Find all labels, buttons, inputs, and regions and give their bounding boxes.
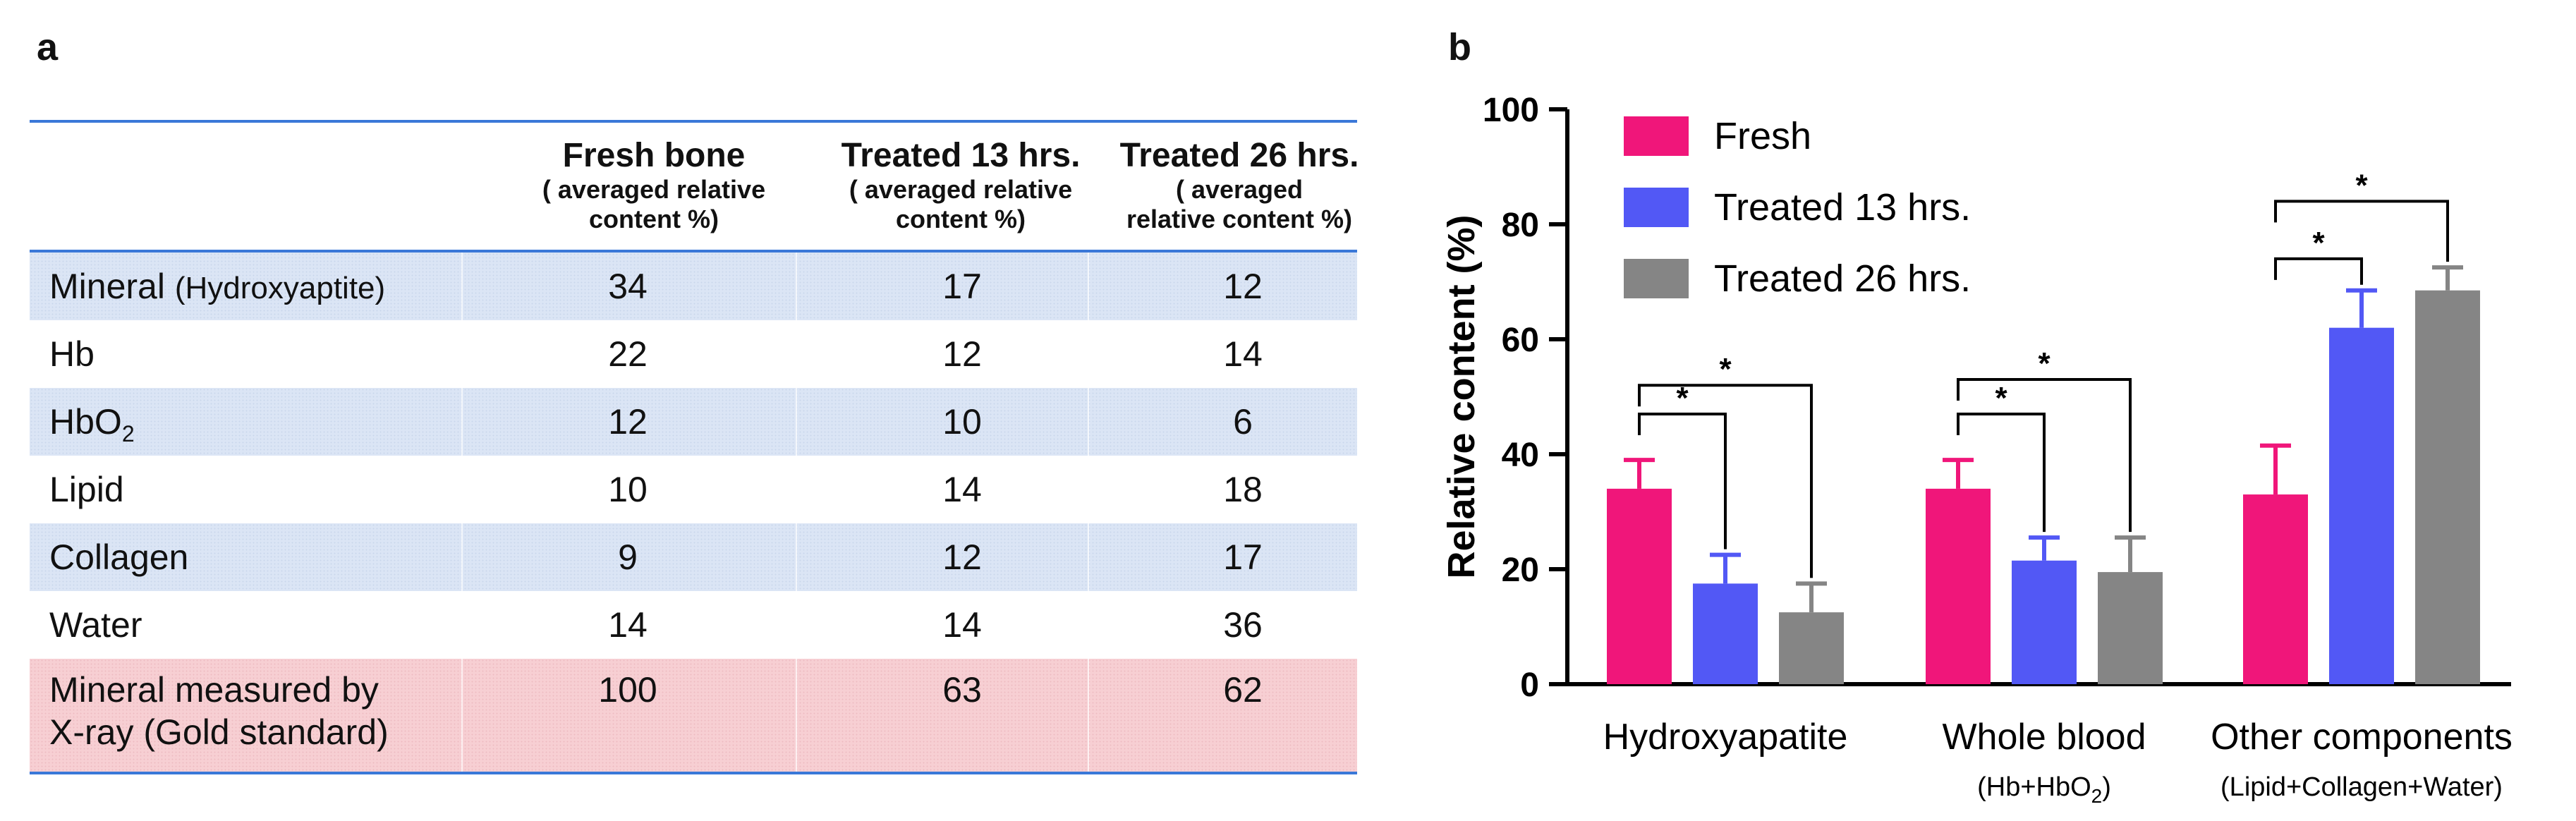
- cell-value: 63: [942, 670, 982, 710]
- bar-fresh: [2243, 494, 2308, 684]
- row-label: Lipid: [49, 470, 124, 509]
- bar-treated-26-hrs-: [1779, 612, 1844, 684]
- table-row: Collagen 9 12 17: [30, 523, 1357, 591]
- table-top-rule: [30, 120, 1357, 123]
- significance-star: *: [1995, 381, 2007, 415]
- cell-value: 12: [942, 537, 982, 577]
- significance-bracket: [2274, 200, 2449, 262]
- table-row: HbO2 12 10 6: [30, 388, 1357, 456]
- cell-value: 62: [1223, 670, 1263, 710]
- panel-label-a: a: [37, 26, 59, 68]
- table-row: Lipid 10 14 18: [30, 456, 1357, 523]
- significance-bracket: [2274, 257, 2363, 285]
- row-label: Water: [49, 605, 142, 645]
- cell-value: 18: [1223, 470, 1263, 509]
- table-bottom-rule: [30, 772, 1357, 774]
- bar-treated-13-hrs-: [2012, 560, 2077, 684]
- cell-value: 22: [608, 334, 648, 374]
- significance-bracket: [1638, 412, 1727, 549]
- bar-treated-26-hrs-: [2098, 572, 2163, 684]
- table-row: Mineral (Hydroxyaptite) 34 17 12: [30, 253, 1357, 320]
- cell-value: 14: [942, 470, 982, 509]
- cell-value: 17: [942, 267, 982, 306]
- x-category-sublabel: (Lipid+Collagen+Water): [2220, 772, 2503, 802]
- bar-fresh: [1607, 488, 1672, 684]
- significance-star: *: [2038, 346, 2051, 381]
- bar-treated-13-hrs-: [1693, 583, 1758, 684]
- cell-value: 100: [598, 670, 657, 710]
- row-label: HbO2: [49, 402, 135, 446]
- y-tick-label: 40: [1502, 437, 1539, 474]
- y-tick-label: 80: [1502, 207, 1539, 244]
- row-label: Mineral (Hydroxyaptite): [49, 267, 386, 306]
- legend-label: Treated 13 hrs.: [1714, 186, 1971, 229]
- column-header-fresh-bone: Fresh bone ( averaged relative content %…: [542, 137, 766, 233]
- significance-star: *: [1676, 381, 1689, 415]
- legend-swatch: [1624, 116, 1689, 156]
- y-axis-label: Relative content (%): [1440, 214, 1483, 578]
- legend-label: Treated 26 hrs.: [1714, 257, 1971, 300]
- x-category-label: Whole blood: [1942, 717, 2146, 758]
- y-tick-label: 60: [1502, 322, 1539, 359]
- panel-label-b: b: [1448, 26, 1471, 68]
- cell-value: 9: [618, 537, 638, 577]
- cell-value: 6: [1233, 402, 1253, 442]
- legend-swatch: [1624, 188, 1689, 227]
- row-label: Hb: [49, 334, 95, 374]
- y-tick-label: 20: [1502, 552, 1539, 589]
- cell-value: 10: [942, 402, 982, 442]
- table-row-gold-standard: Mineral measured by X-ray (Gold standard…: [30, 659, 1357, 772]
- x-category-label: Other components: [2211, 717, 2513, 758]
- cell-value: 36: [1223, 605, 1263, 645]
- significance-bracket: [1638, 384, 1813, 578]
- cell-value: 34: [608, 267, 648, 306]
- significance-bracket: [1957, 378, 2132, 533]
- legend-label: Fresh: [1714, 115, 1811, 157]
- cell-value: 14: [942, 605, 982, 645]
- cell-value: 12: [1223, 267, 1263, 306]
- cell-value: 10: [608, 470, 648, 509]
- bar-treated-26-hrs-: [2415, 290, 2480, 685]
- column-header-treated-13: Treated 13 hrs. ( averaged relative cont…: [841, 137, 1081, 233]
- significance-star: *: [2312, 226, 2325, 260]
- legend-swatch: [1624, 259, 1689, 298]
- y-tick-label: 0: [1520, 667, 1539, 704]
- cell-value: 14: [608, 605, 648, 645]
- table-header-rule: [30, 250, 1357, 253]
- bar-treated-13-hrs-: [2329, 327, 2394, 684]
- significance-star: *: [1719, 352, 1732, 387]
- table-row: Water 14 14 36: [30, 591, 1357, 659]
- table-row: Hb 22 12 14: [30, 320, 1357, 388]
- cell-value: 17: [1223, 537, 1263, 577]
- cell-value: 12: [608, 402, 648, 442]
- cell-value: 14: [1223, 334, 1263, 374]
- significance-bracket: [1957, 412, 2046, 533]
- bar-fresh: [1926, 488, 1991, 684]
- column-header-treated-26: Treated 26 hrs. ( averaged relative cont…: [1119, 137, 1359, 233]
- cell-value: 12: [942, 334, 982, 374]
- significance-star: *: [2355, 168, 2368, 202]
- x-category-label: Hydroxyapatite: [1603, 717, 1848, 758]
- y-tick-label: 100: [1483, 92, 1539, 129]
- row-label: Collagen: [49, 537, 189, 577]
- x-category-sublabel: (Hb+HbO2): [1977, 772, 2111, 807]
- row-label: Mineral measured by X-ray (Gold standard…: [49, 670, 389, 752]
